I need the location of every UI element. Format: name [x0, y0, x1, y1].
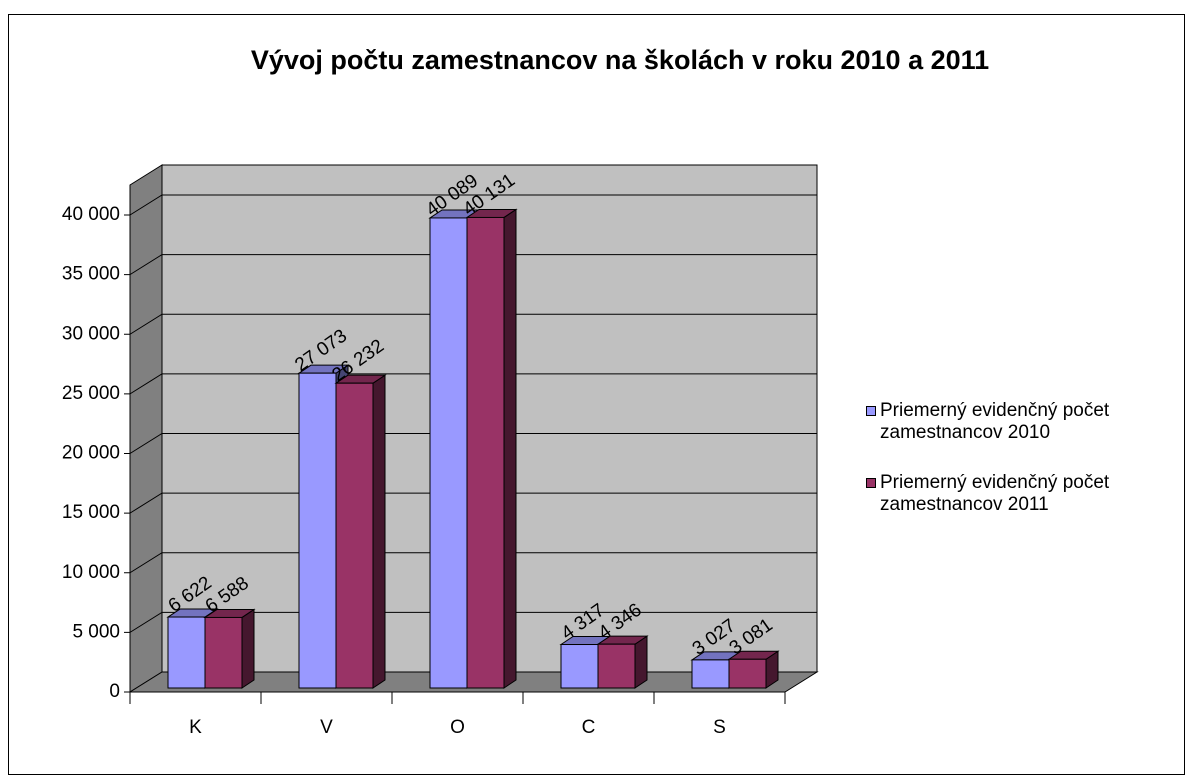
bar: [596, 635, 649, 689]
x-tick-label: K: [189, 717, 202, 738]
bar-side: [241, 608, 255, 689]
bar-front: [560, 644, 599, 689]
y-tick-label: 20 000: [62, 443, 120, 464]
grid-line: [129, 194, 817, 216]
y-tick-label: 10 000: [62, 562, 120, 583]
bar-front: [167, 616, 206, 689]
bar-front: [466, 216, 505, 689]
grid-line: [129, 552, 817, 574]
chart-title: Vývoj počtu zamestnancov na školách v ro…: [251, 45, 989, 75]
legend-swatch: [866, 478, 876, 488]
bar-front: [204, 616, 243, 689]
x-tick-label: S: [713, 717, 726, 738]
y-tick-label: 40 000: [62, 204, 120, 225]
x-tick-label: V: [320, 717, 333, 738]
y-tick-label: 15 000: [62, 502, 120, 523]
bar-side: [503, 208, 517, 689]
grid-line: [129, 373, 817, 395]
grid-line: [129, 254, 817, 276]
grid-line: [129, 313, 817, 335]
legend-label: Priemerný evidenčný počet zamestnancov 2…: [880, 472, 1110, 515]
legend-label: Priemerný evidenčný počet zamestnancov 2…: [880, 400, 1110, 443]
side-wall: [129, 164, 163, 693]
y-tick-label: 0: [109, 681, 120, 702]
bar-front: [429, 217, 468, 689]
bar-front: [728, 658, 767, 689]
grid-line: [129, 492, 817, 514]
bar: [334, 374, 387, 689]
y-tick-label: 5 000: [72, 621, 120, 642]
bar-side: [372, 374, 386, 689]
grid-line: [129, 433, 817, 454]
grid-line: [129, 611, 817, 633]
bar: [203, 608, 256, 689]
bar-front: [335, 382, 374, 689]
legend: Priemerný evidenčný počet zamestnancov 2…: [866, 400, 1186, 544]
bar: [465, 208, 518, 689]
x-tick-label: O: [450, 717, 465, 738]
y-tick-label: 25 000: [62, 383, 120, 404]
legend-swatch: [866, 406, 876, 416]
bar-front: [298, 372, 337, 689]
legend-item: Priemerný evidenčný počet zamestnancov 2…: [866, 472, 1186, 516]
y-tick-label: 35 000: [62, 264, 120, 285]
y-tick-label: 30 000: [62, 323, 120, 344]
bar-front: [597, 643, 636, 689]
bar-side: [634, 635, 648, 689]
x-tick-label: C: [582, 717, 596, 738]
bar: [727, 650, 780, 689]
bar-front: [691, 659, 730, 689]
legend-item: Priemerný evidenčný počet zamestnancov 2…: [866, 400, 1186, 444]
